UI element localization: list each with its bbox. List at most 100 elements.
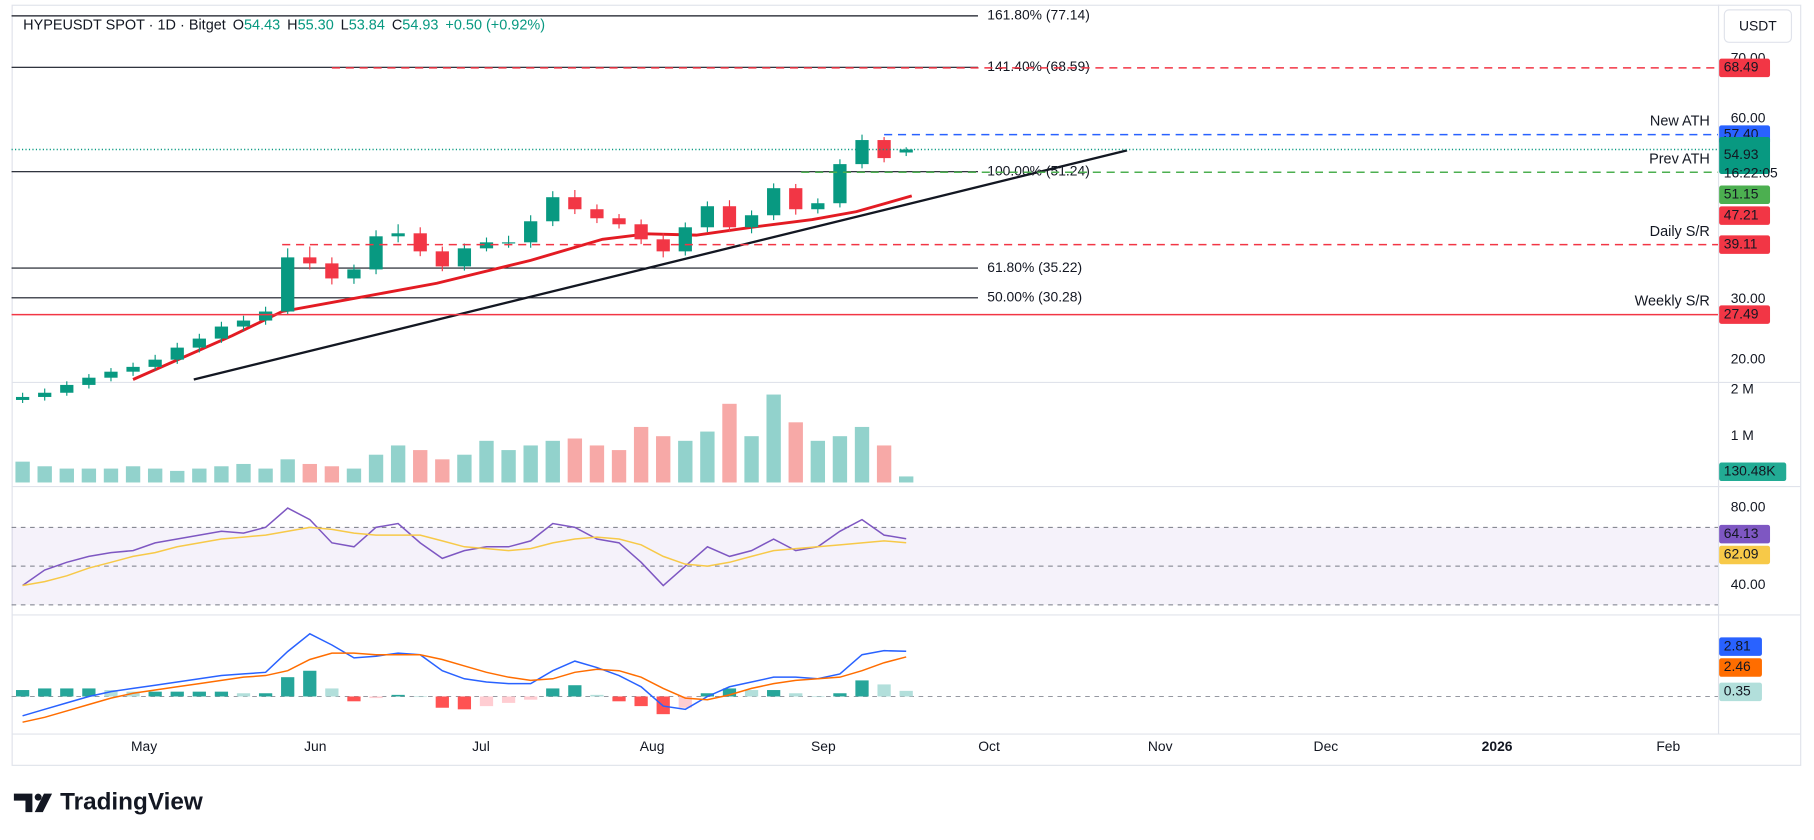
x-tick-label: Aug — [640, 738, 665, 754]
scale-tag-label: 27.49 — [1724, 305, 1759, 321]
ohlc-key: C — [392, 17, 402, 33]
volume-bar — [501, 450, 516, 483]
x-tick-label: May — [131, 738, 157, 754]
candle-body — [214, 326, 229, 339]
candle-body — [369, 236, 383, 270]
volume-bar — [147, 468, 163, 483]
volume-bar — [722, 403, 737, 483]
candle-body — [236, 320, 251, 327]
scale-tag-label: 47.21 — [1724, 206, 1759, 222]
logo-mark — [13, 793, 33, 813]
macd-histogram-bar — [457, 696, 472, 710]
y-tick-label: 1 M — [1731, 427, 1754, 443]
macd-histogram-bar — [546, 688, 560, 697]
level-label: Prev ATH — [1649, 151, 1710, 167]
volume-bar — [788, 422, 803, 483]
volume-bar — [37, 466, 52, 483]
volume-bar — [545, 440, 560, 483]
candle-body — [258, 311, 273, 321]
scale-tag — [1719, 524, 1771, 544]
macd-histogram-bar — [104, 690, 118, 697]
y-tick-label: 30.00 — [1731, 290, 1766, 306]
brand-name: TradingView — [60, 788, 203, 815]
macd-histogram-bar — [833, 693, 847, 697]
volume-bar — [125, 466, 141, 483]
volume-bar — [59, 468, 74, 483]
candle-body — [744, 215, 759, 228]
candle-body — [855, 140, 869, 165]
candle-body — [457, 248, 472, 267]
candle-body — [391, 233, 405, 237]
macd-histogram-bar — [678, 696, 692, 708]
y-tick-label: 2 M — [1731, 381, 1754, 397]
scale-tag-label: 68.49 — [1724, 59, 1759, 75]
candle-body — [38, 392, 52, 397]
candle-body — [435, 251, 449, 267]
macd-histogram-bar — [281, 677, 295, 697]
volume-bar — [479, 440, 494, 483]
logo-mark — [34, 793, 53, 813]
candle-body — [811, 203, 825, 210]
macd-histogram-bar — [744, 690, 759, 697]
currency-box[interactable] — [1723, 9, 1793, 43]
level-label: Daily S/R — [1650, 224, 1710, 240]
scale-tag — [1719, 235, 1771, 254]
candle-body — [15, 396, 30, 400]
candle-body — [568, 197, 582, 210]
scale-tag — [1719, 136, 1771, 174]
ohlc-key: O — [233, 17, 244, 33]
volume-bar — [170, 470, 185, 483]
volume-bar — [390, 445, 406, 483]
fib-label: 161.80% (77.14) — [987, 7, 1090, 23]
indicator-line — [22, 507, 907, 587]
volume-bar — [854, 426, 870, 483]
volume-bar — [302, 463, 317, 483]
fib-label: 61.80% (35.22) — [987, 259, 1082, 275]
candle-body — [347, 269, 361, 279]
candle-body — [767, 188, 781, 216]
scale-tag-label: 2.46 — [1724, 658, 1751, 674]
fib-label: 50.00% (30.28) — [987, 288, 1082, 304]
macd-histogram-bar — [568, 685, 582, 697]
macd-histogram-bar — [899, 690, 913, 697]
indicator-line — [22, 632, 907, 717]
macd-histogram-bar — [612, 696, 626, 702]
macd-histogram-bar — [435, 696, 449, 708]
scale-tag — [1719, 637, 1762, 656]
macd-histogram-bar — [369, 696, 383, 699]
scale-tag — [1719, 206, 1771, 225]
candle-body — [82, 377, 96, 385]
x-tick-label: Oct — [978, 738, 1000, 754]
candle-body — [170, 347, 184, 360]
macd-histogram-bar — [126, 691, 140, 697]
volume-bar — [280, 459, 295, 483]
ohlc-value: 54.43 — [244, 17, 280, 33]
volume-bar — [678, 440, 693, 483]
ohlc-value: 54.93 — [402, 17, 438, 33]
candle-body — [281, 257, 295, 312]
volume-bar — [523, 445, 538, 483]
candle-body — [192, 338, 206, 348]
volume-bar — [192, 468, 207, 483]
volume-bar — [633, 426, 649, 483]
volume-bar — [15, 461, 30, 483]
macd-histogram-bar — [325, 688, 339, 697]
candle-body — [899, 149, 913, 153]
ohlc-key: H — [287, 17, 297, 33]
volume-bar — [346, 468, 362, 483]
volume-bar — [81, 468, 97, 483]
indicator-line — [22, 526, 907, 587]
symbol: HYPEUSDT SPOT · 1D · Bitget — [23, 17, 226, 33]
ohlc-value: 55.30 — [298, 17, 334, 33]
volume-bar — [700, 431, 715, 483]
volume-bar — [324, 466, 340, 483]
fib-label: 141.40% (68.59) — [987, 58, 1090, 74]
candle-body — [877, 140, 891, 159]
volume-bar — [413, 450, 428, 483]
ohlc-key: L — [341, 17, 349, 33]
macd-histogram-bar — [634, 696, 648, 707]
volume-bar — [214, 466, 229, 483]
y-tick-label: 40.00 — [1731, 576, 1766, 592]
candle-body — [590, 209, 604, 219]
